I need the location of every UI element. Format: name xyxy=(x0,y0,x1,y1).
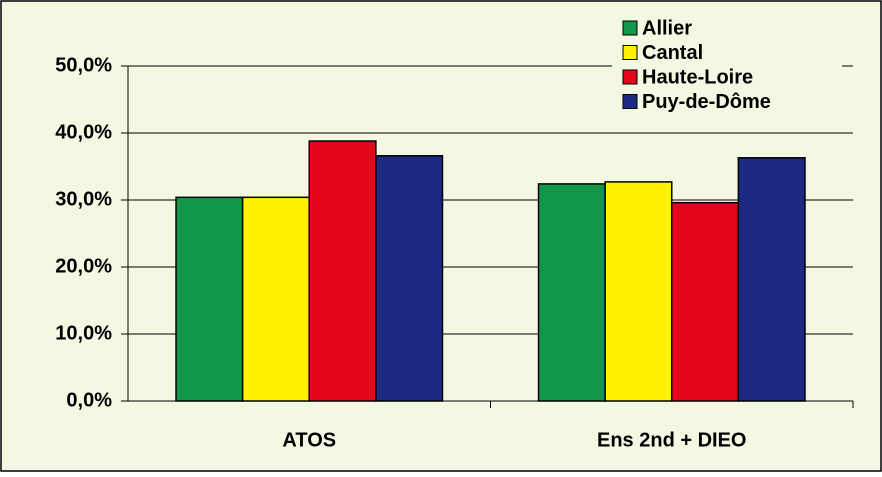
legend-label: Puy-de-Dôme xyxy=(642,91,771,113)
bar xyxy=(537,183,606,402)
y-tick-label: 0,0% xyxy=(66,389,112,411)
legend-swatch xyxy=(622,20,638,36)
y-tick-label: 30,0% xyxy=(55,188,112,210)
bar xyxy=(737,157,806,402)
y-tick-label: 20,0% xyxy=(55,255,112,277)
y-tick-label: 50,0% xyxy=(55,54,112,76)
bar xyxy=(375,155,444,402)
legend-label: Allier xyxy=(642,17,692,39)
legend-background xyxy=(612,14,842,122)
y-tick-label: 40,0% xyxy=(55,121,112,143)
bar xyxy=(604,181,673,402)
legend-swatch xyxy=(622,94,638,109)
bar xyxy=(241,196,310,402)
x-tick-label: ATOS xyxy=(282,429,336,451)
bar xyxy=(671,201,740,402)
bar xyxy=(308,140,377,402)
bar xyxy=(175,196,244,402)
legend-swatch xyxy=(622,69,638,85)
x-tick-label: Ens 2nd + DIEO xyxy=(597,429,746,451)
y-tick-label: 10,0% xyxy=(55,322,112,344)
legend-label: Cantal xyxy=(642,42,703,64)
legend-swatch xyxy=(622,45,638,60)
legend-label: Haute-Loire xyxy=(642,66,753,88)
